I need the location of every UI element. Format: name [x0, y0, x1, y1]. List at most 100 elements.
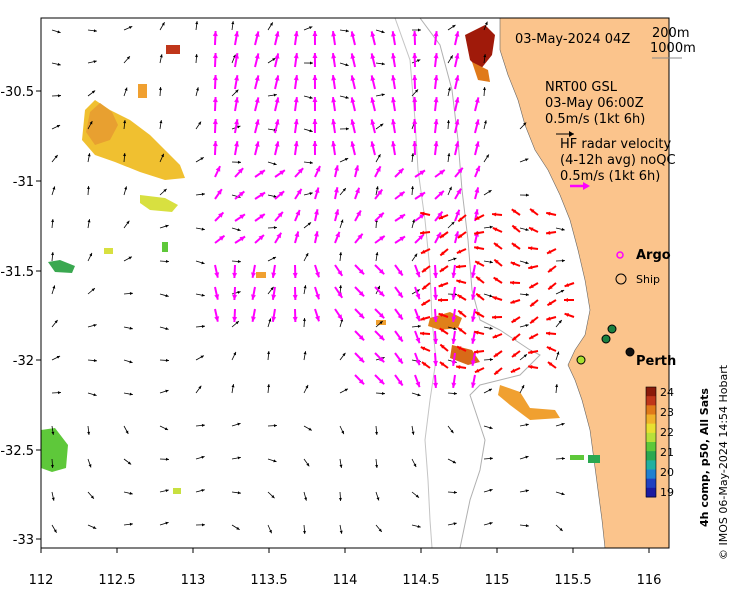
gsl-arrow-head [231, 21, 235, 25]
hf-arrow-head [391, 119, 396, 125]
hf-strong-arrow-head [438, 215, 444, 220]
gsl-arrow-head [165, 489, 169, 493]
hf-strong-arrow-head [512, 336, 517, 341]
hf-arrow-head [412, 141, 418, 147]
hf-strong-arrow-head [530, 302, 535, 307]
hf-arrow-head [399, 214, 406, 220]
hf-arrow-head [437, 211, 443, 218]
gsl-arrow-head [414, 253, 418, 257]
colorbar-swatch [646, 460, 656, 470]
hf-arrow-head [314, 209, 319, 215]
hf-arrow-head [412, 119, 418, 125]
hf-arrow-head [216, 189, 222, 195]
hf-strong-arrow-head [421, 362, 427, 367]
hf-arrow-head [397, 358, 403, 364]
hf-strong-arrow-head [493, 352, 499, 357]
ship-marker-icon [615, 273, 627, 285]
gsl-arrow-head [271, 495, 275, 499]
gsl-arrow-head [416, 289, 420, 293]
colorbar-swatch [646, 405, 656, 415]
gsl-arrow-head [165, 294, 169, 298]
gsl-arrow-head [273, 459, 277, 463]
gsl-arrow-head [489, 326, 493, 330]
hf-arrow-head [370, 53, 376, 59]
gsl-arrow-head [56, 125, 61, 128]
hf-arrow-head [433, 119, 439, 125]
gsl-arrow-head [129, 522, 133, 526]
x-tick-label: 112 [29, 573, 54, 588]
gsl-arrow-head [561, 227, 565, 231]
gsl-arrow-head [308, 427, 312, 431]
hf-arrow-head [419, 192, 426, 198]
gsl-arrow-head [237, 456, 241, 460]
hf-arrow-head [274, 53, 280, 59]
colorbar-swatch [646, 423, 656, 434]
hf-arrow-head [454, 119, 460, 125]
hf-arrow-head [391, 97, 396, 103]
hf-strong-arrow-head [458, 310, 463, 315]
x-axis: 112 112.5 113 113.5 114 114.5 115 115.5 … [29, 548, 661, 588]
gsl-arrow-head [201, 455, 205, 459]
colorbar-swatch [646, 478, 656, 489]
hf-arrow-head [254, 119, 260, 125]
hf-strong-arrow-head [493, 277, 499, 282]
gsl-arrow-head [124, 186, 128, 190]
hf-arrow-head [254, 141, 260, 147]
hf-arrow-head [350, 75, 356, 81]
hf-arrow-head [433, 360, 439, 366]
gsl-arrow-head [161, 22, 165, 26]
gsl-arrow-head [305, 253, 309, 257]
gsl-arrow-head [309, 96, 313, 99]
gsl-arrow-head [89, 121, 93, 125]
gsl-arrow-head [92, 526, 97, 529]
gsl-arrow-head [483, 54, 487, 58]
gsl-arrow-head [375, 186, 379, 190]
hf-strong-arrow-head [512, 353, 517, 358]
hf-arrow-head [475, 165, 480, 172]
hf-strong-arrow-head [457, 233, 463, 238]
gsl-arrow-head [235, 89, 239, 93]
hf-arrow-head [454, 97, 460, 103]
gsl-arrow-head [87, 153, 91, 157]
gsl-arrow-head [158, 87, 162, 91]
hf-arrow-head [391, 141, 396, 147]
gsl-arrow-head [269, 529, 272, 534]
gsl-arrow-head [201, 489, 205, 492]
gsl-arrow-head [86, 186, 90, 190]
hf-arrow-head [379, 235, 385, 241]
gsl-arrow-head [194, 54, 198, 58]
hf-strong-arrow-head [548, 268, 553, 273]
gsl-arrow-head [309, 26, 313, 30]
hf-arrow-head [212, 31, 218, 37]
hf-arrow-head [337, 314, 343, 320]
hf-arrow-head [397, 292, 403, 298]
hf-strong-arrow-head [564, 283, 570, 287]
gsl-arrow-head [125, 430, 129, 434]
gsl-arrow-head [51, 219, 55, 223]
hf-arrow-head [433, 141, 439, 147]
hf-strong-arrow-head [475, 261, 480, 265]
hf-strong-arrow-head [510, 299, 515, 304]
hf-arrow-head [433, 53, 439, 59]
hf-strong-arrow-head [475, 216, 480, 220]
y-tick-label: -32.5 [0, 444, 34, 459]
gsl-arrow-head [561, 422, 565, 426]
hf-strong-arrow-head [476, 276, 481, 281]
argo-marker-icon [616, 251, 624, 259]
gsl-arrow-head [525, 228, 529, 231]
hf-arrow-head [474, 141, 480, 147]
gsl-arrow-head [525, 524, 529, 528]
hf-strong-arrow-head [457, 294, 462, 299]
hf-scale: 0.5m/s (1kt 6h) [560, 169, 660, 184]
gsl-arrow-head [413, 463, 417, 468]
hf-strong-arrow-head [421, 301, 426, 306]
y-axis: -30.5 -31 -31.5 -32 -32.5 -33 [0, 85, 41, 548]
hf-strong-arrow-head [474, 245, 479, 250]
hf-arrow-head [350, 119, 356, 125]
gsl-arrow-head [165, 358, 169, 362]
gsl-title: NRT00 GSL [545, 80, 618, 95]
hf-strong-arrow-head [529, 284, 534, 288]
hf-strong-arrow-head [420, 249, 426, 254]
gsl-arrow-head [273, 162, 277, 166]
hf-arrow-head [239, 236, 246, 242]
